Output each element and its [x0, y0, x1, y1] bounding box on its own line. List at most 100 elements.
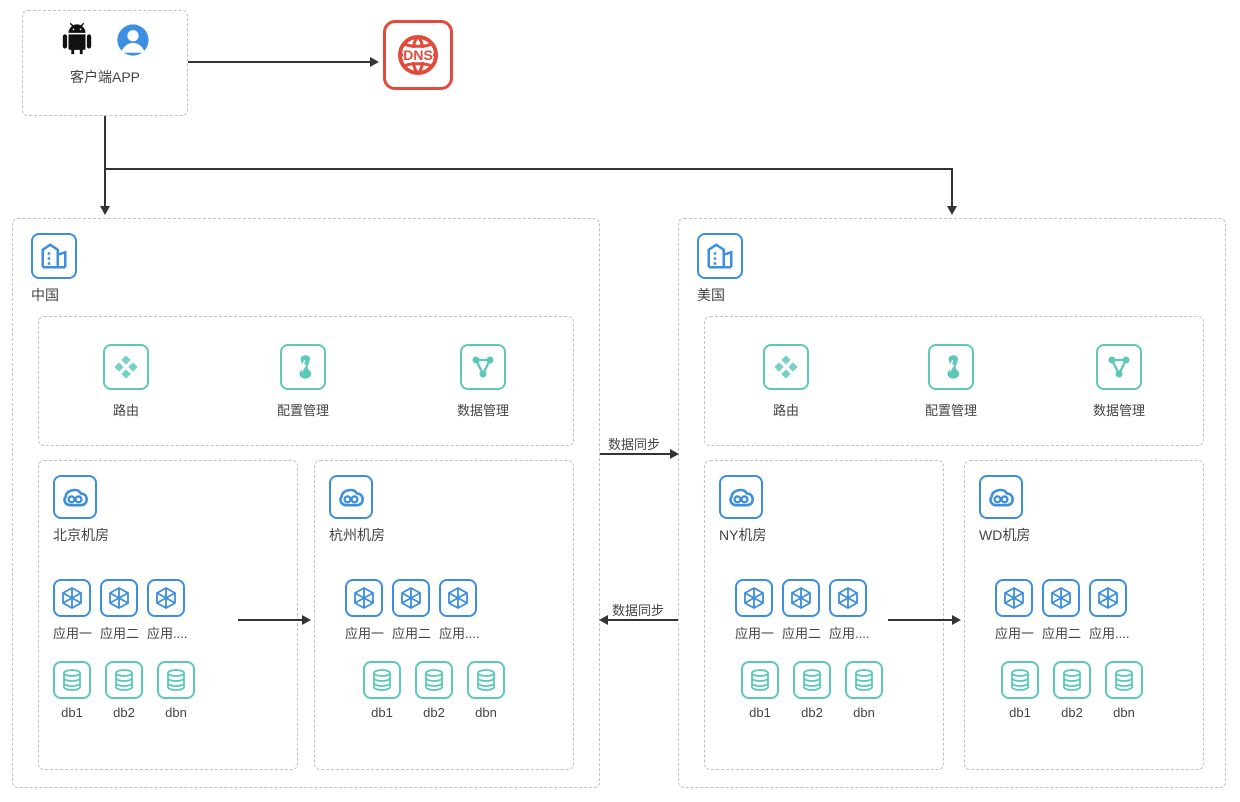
user-icon	[116, 23, 150, 57]
app-item: 应用二	[100, 579, 139, 642]
arrow-v3	[951, 168, 953, 206]
cube-icon	[107, 586, 131, 610]
dns-box: DNS	[383, 20, 453, 90]
db-icon	[164, 668, 188, 692]
data-icon	[1105, 353, 1133, 381]
arrow-head	[599, 615, 608, 625]
app-item: 应用二	[1042, 579, 1081, 642]
service-route-label: 路由	[763, 400, 809, 419]
cube-icon	[836, 586, 860, 610]
client-label: 客户端APP	[23, 67, 187, 87]
service-data: 数据管理	[457, 344, 509, 419]
cube-icon	[446, 586, 470, 610]
db-item: db2	[415, 661, 453, 720]
service-config: 配置管理	[277, 344, 329, 419]
dc-hangzhou-label: 杭州机房	[329, 525, 385, 545]
usa-services: 路由 配置管理 数据管理	[704, 316, 1204, 446]
region-icon	[697, 233, 743, 279]
cube-icon	[1002, 586, 1026, 610]
app-item: 应用一	[53, 579, 92, 642]
db-icon	[474, 668, 498, 692]
arrow-head	[302, 615, 311, 625]
db-item: db2	[105, 661, 143, 720]
app-item: 应用二	[782, 579, 821, 642]
db-item: dbn	[1105, 661, 1143, 720]
arrow-sync-bottom	[608, 619, 678, 621]
app-item: 应用二	[392, 579, 431, 642]
dc-icon	[53, 475, 97, 519]
svg-text:DNS: DNS	[403, 47, 433, 63]
db-icon	[1060, 668, 1084, 692]
db-item: dbn	[157, 661, 195, 720]
client-box: 客户端APP	[22, 10, 188, 116]
route-icon	[112, 353, 140, 381]
dc-ny-label: NY机房	[719, 525, 766, 545]
cube-icon	[154, 586, 178, 610]
dc-icon	[719, 475, 763, 519]
dc-icon	[329, 475, 373, 519]
app-item: 应用....	[829, 579, 869, 642]
service-config: 配置管理	[925, 344, 977, 419]
service-data-label: 数据管理	[457, 400, 509, 419]
arrow-bj-hz	[238, 619, 302, 621]
arrow-head	[100, 206, 110, 215]
dc-ny: NY机房 应用一 应用二 应用.... db1 db2 dbn	[704, 460, 944, 770]
cube-icon	[742, 586, 766, 610]
arrow-head	[952, 615, 961, 625]
dc-wd-label: WD机房	[979, 525, 1030, 545]
route-icon	[772, 353, 800, 381]
db-item: db1	[741, 661, 779, 720]
service-route-label: 路由	[103, 400, 149, 419]
region-icon	[31, 233, 77, 279]
db-icon	[60, 668, 84, 692]
region-usa-label: 美国	[697, 285, 725, 305]
app-item: 应用一	[345, 579, 384, 642]
cube-icon	[60, 586, 84, 610]
db-item: db2	[793, 661, 831, 720]
cube-icon	[1049, 586, 1073, 610]
arrow-head	[670, 449, 679, 459]
arrow-h1	[104, 168, 952, 170]
config-icon	[289, 353, 317, 381]
db-icon	[1008, 668, 1032, 692]
db-item: dbn	[467, 661, 505, 720]
app-item: 应用一	[995, 579, 1034, 642]
dc-beijing: 北京机房 应用一 应用二 应用.... db1 db2 dbn	[38, 460, 298, 770]
service-route: 路由	[103, 344, 149, 419]
arrow-v1	[104, 116, 106, 168]
db-item: db2	[1053, 661, 1091, 720]
app-item: 应用....	[147, 579, 187, 642]
cube-icon	[399, 586, 423, 610]
arrow-sync-top	[600, 453, 670, 455]
arrow-head	[370, 57, 379, 67]
db-item: dbn	[845, 661, 883, 720]
cube-icon	[1096, 586, 1120, 610]
dc-hangzhou: 杭州机房 应用一 应用二 应用.... db1 db2 dbn	[314, 460, 574, 770]
db-icon	[422, 668, 446, 692]
dc-beijing-label: 北京机房	[53, 525, 109, 545]
app-item: 应用....	[439, 579, 479, 642]
config-icon	[937, 353, 965, 381]
dc-wd: WD机房 应用一 应用二 应用.... db1 db2 dbn	[964, 460, 1204, 770]
arrow-head	[947, 206, 957, 215]
app-item: 应用一	[735, 579, 774, 642]
app-item: 应用....	[1089, 579, 1129, 642]
service-config-label: 配置管理	[277, 400, 329, 419]
service-data: 数据管理	[1093, 344, 1145, 419]
cube-icon	[352, 586, 376, 610]
db-icon	[800, 668, 824, 692]
cube-icon	[789, 586, 813, 610]
dns-icon: DNS	[393, 30, 443, 80]
db-icon	[1112, 668, 1136, 692]
region-china-label: 中国	[31, 285, 59, 305]
dc-icon	[979, 475, 1023, 519]
service-config-label: 配置管理	[925, 400, 977, 419]
db-icon	[748, 668, 772, 692]
sync-label-top: 数据同步	[608, 434, 660, 453]
arrow-v2	[104, 168, 106, 206]
db-icon	[852, 668, 876, 692]
service-data-label: 数据管理	[1093, 400, 1145, 419]
android-icon	[60, 23, 94, 57]
db-item: db1	[363, 661, 401, 720]
db-icon	[370, 668, 394, 692]
